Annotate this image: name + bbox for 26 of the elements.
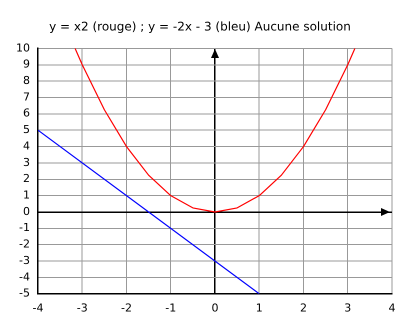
x-tick-label: 1 <box>256 301 263 314</box>
y-tick-label: -4 <box>19 270 30 284</box>
y-tick-label: 6 <box>22 106 30 120</box>
x-tick-label: -3 <box>76 301 88 314</box>
chart-title: y = x2 (rouge) ; y = -2x - 3 (bleu) Aucune solution <box>49 19 351 34</box>
y-tick-label: 8 <box>22 74 30 87</box>
y-tick-label: -1 <box>19 221 30 234</box>
y-tick-label: 4 <box>22 139 30 152</box>
y-tick-label: 9 <box>22 58 30 71</box>
y-tick-label: 5 <box>22 123 30 136</box>
y-tick-label: -5 <box>19 286 30 300</box>
y-tick-label: -2 <box>19 238 30 251</box>
y-tick-label: 1 <box>22 188 30 202</box>
y-tick-label: 2 <box>22 172 30 186</box>
y-tick-label: -3 <box>19 254 30 267</box>
x-tick-label: 0 <box>212 301 218 314</box>
x-tick-label: 4 <box>388 301 396 314</box>
x-tick-label: 3 <box>344 301 352 314</box>
y-tick-label: 0 <box>22 204 30 218</box>
y-tick-label: 7 <box>22 90 30 104</box>
x-tick-label: -4 <box>32 301 44 314</box>
x-tick-label: 2 <box>300 301 307 314</box>
y-tick-label: 10 <box>16 41 30 54</box>
y-tick-label: 3 <box>22 156 30 169</box>
x-tick-label: -1 <box>165 301 176 314</box>
x-tick-label: -2 <box>121 301 132 314</box>
